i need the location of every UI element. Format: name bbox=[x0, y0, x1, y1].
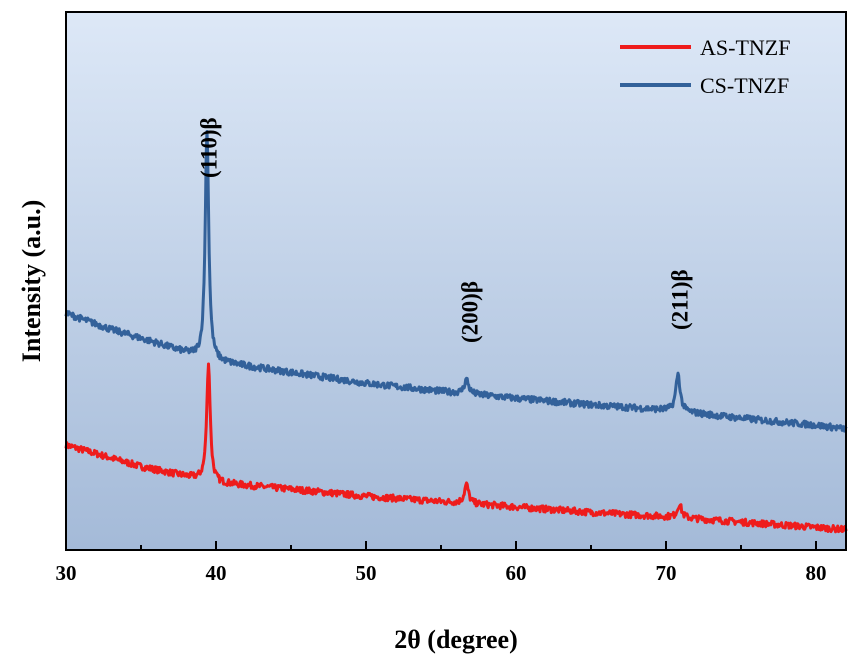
peak-label: (200)β bbox=[458, 281, 483, 343]
x-tick-label: 80 bbox=[806, 561, 827, 585]
ticks-layer: 30 40 50 60 70 80 bbox=[56, 541, 827, 585]
series-line-cs-tnzf bbox=[64, 130, 848, 433]
series-line-as-tnzf bbox=[64, 362, 848, 534]
x-tick-label: 30 bbox=[56, 561, 77, 585]
peak-label: (211)β bbox=[668, 269, 693, 330]
x-tick-label: 40 bbox=[206, 561, 227, 585]
series-layer bbox=[64, 130, 848, 534]
y-axis-title: Intensity (a.u.) bbox=[17, 200, 46, 363]
plot-frame bbox=[65, 11, 847, 551]
legend-label-as-tnzf: AS-TNZF bbox=[700, 35, 790, 60]
x-tick-label: 50 bbox=[356, 561, 377, 585]
x-tick-label: 70 bbox=[656, 561, 677, 585]
annotation-layer: (110)β (200)β (211)β bbox=[197, 117, 693, 343]
legend: AS-TNZF CS-TNZF bbox=[620, 35, 790, 98]
x-axis-title: 2θ (degree) bbox=[394, 625, 518, 654]
peak-label: (110)β bbox=[197, 117, 222, 178]
plot-area-background bbox=[66, 12, 846, 550]
legend-label-cs-tnzf: CS-TNZF bbox=[700, 73, 789, 98]
x-tick-label: 60 bbox=[506, 561, 527, 585]
